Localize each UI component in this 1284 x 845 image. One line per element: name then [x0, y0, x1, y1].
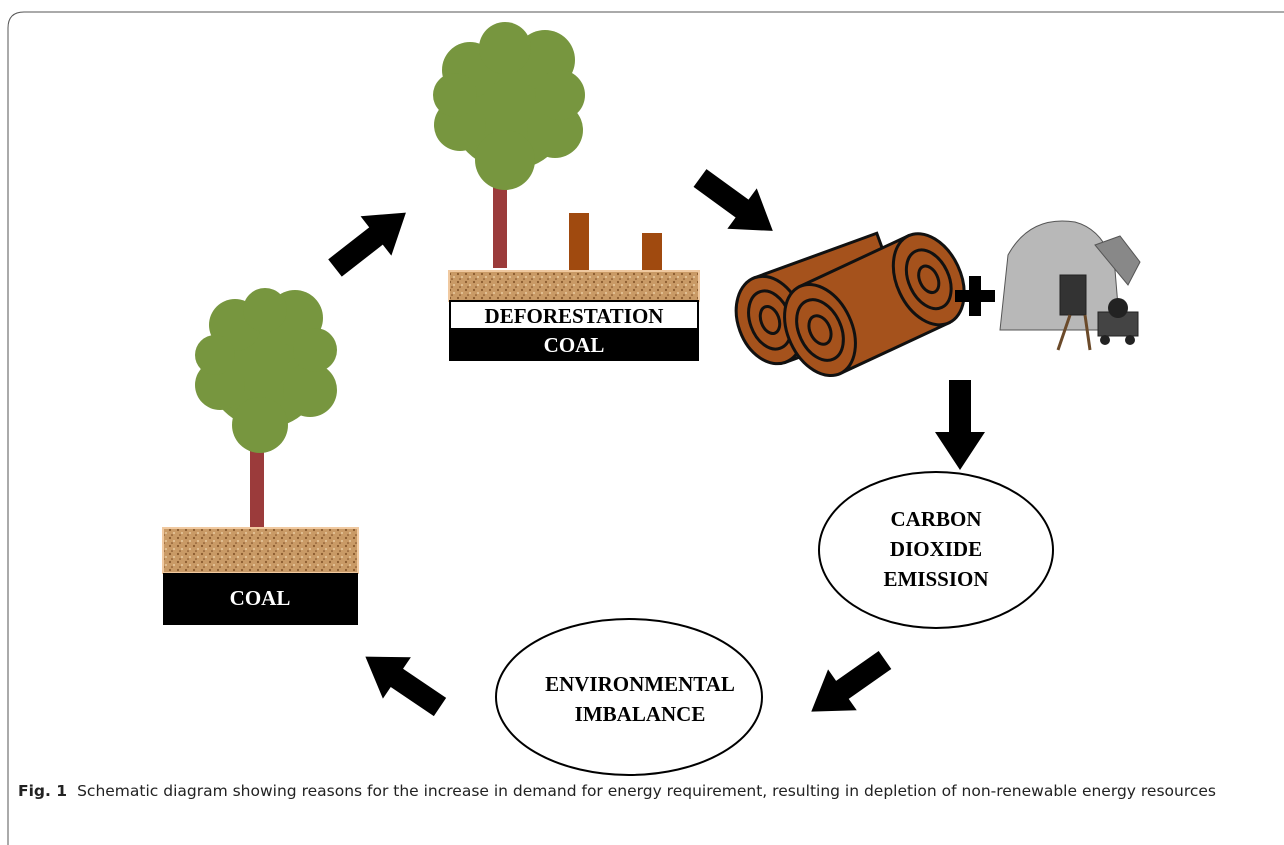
page: Figure {"top_panel": {"label": "DEFOREST… [0, 0, 1284, 845]
diagram: DEFORESTATION COAL COAL [0, 0, 1284, 845]
arrow [797, 640, 899, 733]
soil [449, 271, 699, 301]
caption-text: Schematic diagram showing reasons for th… [77, 782, 1216, 800]
arrow [320, 193, 422, 288]
node-label: EMISSION [883, 567, 988, 591]
soil [163, 528, 358, 573]
node-label: IMBALANCE [575, 702, 706, 726]
arrow [351, 636, 454, 728]
logs [725, 222, 979, 387]
caption: Fig. 1 Schematic diagram showing reasons … [18, 780, 1268, 803]
mine [1000, 221, 1140, 350]
arrow [935, 380, 985, 470]
caption-label: Fig. 1 [18, 782, 67, 800]
node-label: DIOXIDE [890, 537, 982, 561]
node-label: CARBON [890, 507, 981, 531]
page-body: DEFORESTATION COAL COAL [0, 0, 1284, 845]
left-tree [195, 288, 337, 528]
arrow [685, 158, 787, 251]
node-ellipse [496, 619, 762, 775]
node-label: ENVIRONMENTAL [545, 672, 735, 696]
coal-label: COAL [544, 333, 605, 357]
coal-label: COAL [230, 586, 291, 610]
top-tree [433, 22, 662, 273]
deforestation-label: DEFORESTATION [485, 304, 664, 328]
